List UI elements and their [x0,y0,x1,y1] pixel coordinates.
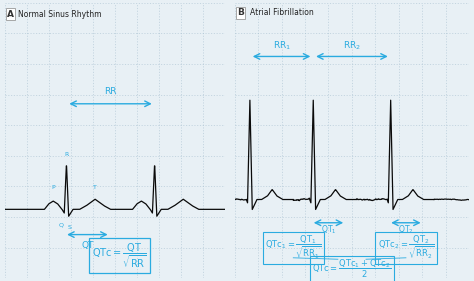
Text: $\mathrm{QTc = \dfrac{QTc_1 + QTc_2}{2}}$: $\mathrm{QTc = \dfrac{QTc_1 + QTc_2}{2}}… [312,258,392,280]
Text: B: B [237,8,244,17]
Text: A: A [7,10,14,19]
Text: Atrial Fibrillation: Atrial Fibrillation [250,8,314,17]
Text: QT$_1$: QT$_1$ [321,224,336,236]
Text: $\mathrm{QTc_2 = \dfrac{QT_2}{\sqrt{RR_2}}}$: $\mathrm{QTc_2 = \dfrac{QT_2}{\sqrt{RR_2… [378,234,434,261]
Text: Q: Q [58,222,64,227]
Text: QT$_2$: QT$_2$ [398,224,414,236]
Text: R: R [64,151,69,157]
Text: RR$_2$: RR$_2$ [343,40,361,52]
Text: S: S [68,225,72,230]
Text: P: P [51,185,55,190]
Text: $\mathrm{QTc_1 = \dfrac{QT_1}{\sqrt{RR_1}}}$: $\mathrm{QTc_1 = \dfrac{QT_1}{\sqrt{RR_1… [265,234,321,261]
Text: Normal Sinus Rhythm: Normal Sinus Rhythm [18,10,101,19]
Text: RR$_1$: RR$_1$ [273,40,291,52]
Text: T: T [93,185,97,190]
Text: $\mathrm{QTc = \dfrac{QT}{\sqrt{RR}}}$: $\mathrm{QTc = \dfrac{QT}{\sqrt{RR}}}$ [92,241,147,269]
Text: QT: QT [81,241,93,250]
Text: RR: RR [104,87,117,96]
